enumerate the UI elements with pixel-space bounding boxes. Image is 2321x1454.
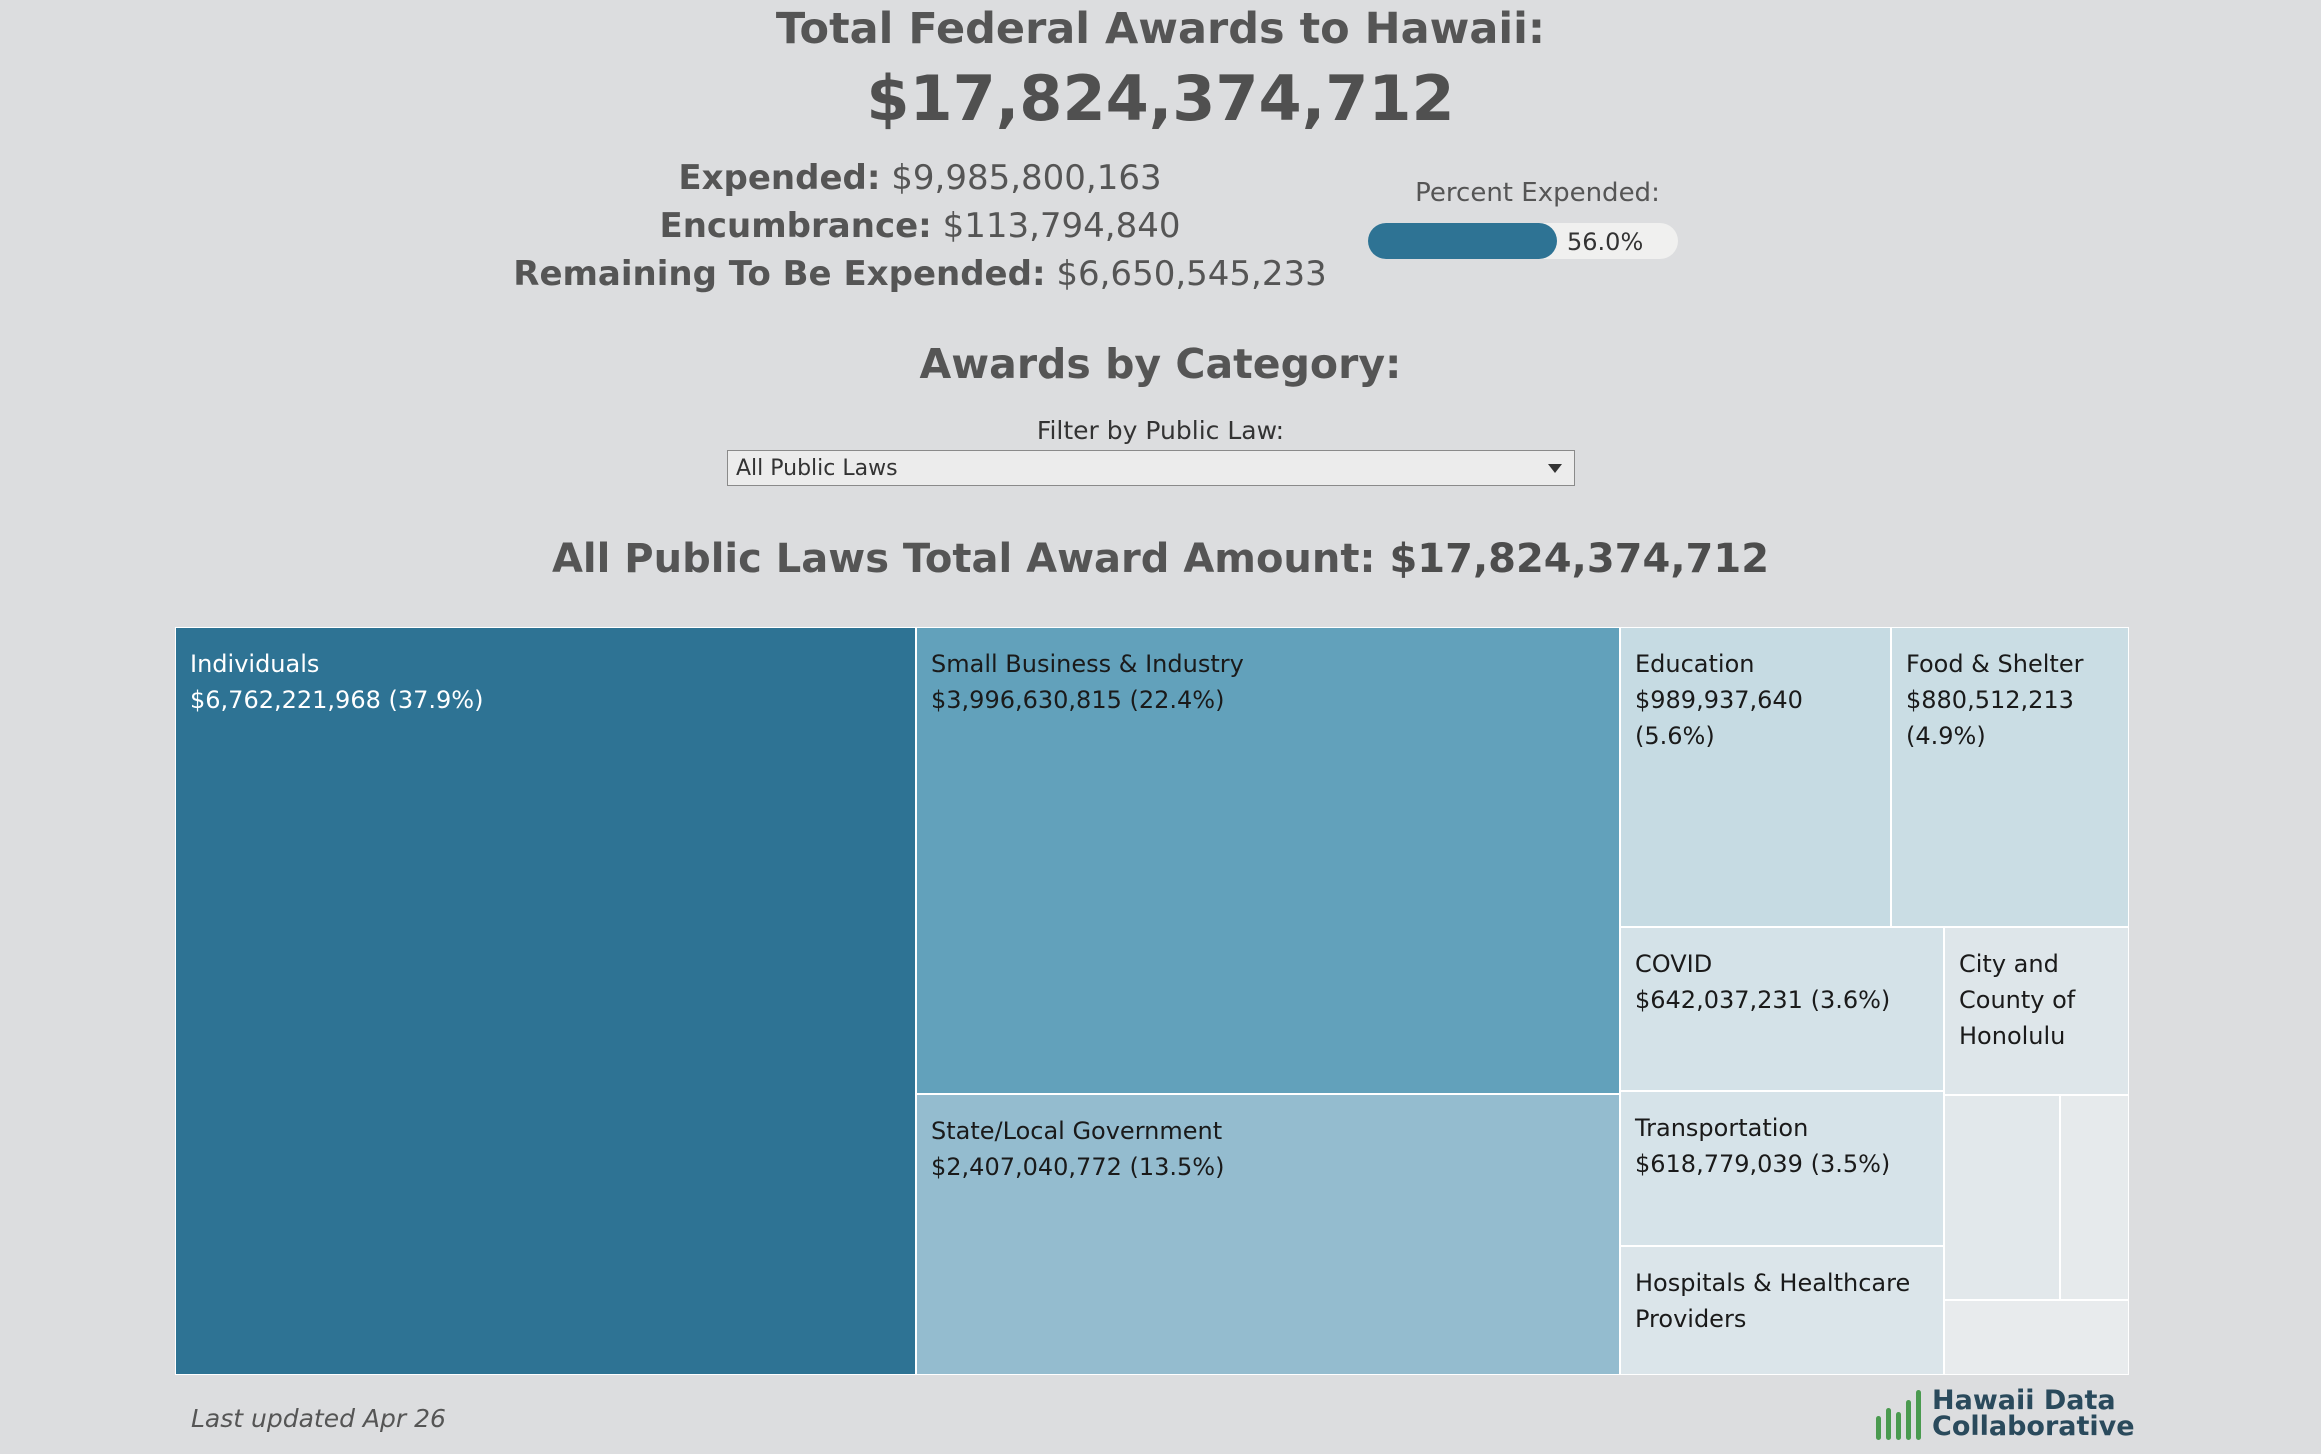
treemap-tile-amount: $3,996,630,815 (22.4%) (931, 686, 1225, 714)
expended-value: $9,985,800,163 (891, 158, 1162, 198)
treemap-tile-name: Education (1635, 650, 1755, 678)
treemap-tile-name: COVID (1635, 950, 1713, 978)
treemap-tile-name: Hospitals & Healthcare Providers (1635, 1269, 1911, 1333)
logo-text: Hawaii Data Collaborative (1932, 1385, 2135, 1442)
treemap-tile-amount: $989,937,640 (5.6%) (1635, 686, 1803, 750)
encumbrance-label: Encumbrance: (659, 206, 932, 246)
filter-selected-value: All Public Laws (736, 456, 898, 481)
treemap-tile[interactable] (1944, 1095, 2060, 1300)
treemap-tile[interactable]: Hospitals & Healthcare Providers (1620, 1246, 1944, 1375)
treemap-tile-amount: $2,407,040,772 (13.5%) (931, 1153, 1225, 1181)
treemap-tile-label: City and County of Honolulu (1959, 946, 2120, 1054)
category-treemap: Individuals $6,762,221,968 (37.9%) Small B… (175, 627, 2129, 1375)
treemap-tile[interactable]: Education $989,937,640 (5.6%) (1620, 627, 1891, 927)
hawaii-data-collaborative-logo: Hawaii Data Collaborative (1874, 1386, 2135, 1446)
treemap-tile[interactable]: COVID $642,037,231 (3.6%) (1620, 927, 1944, 1091)
treemap-tile-label: Small Business & Industry $3,996,630,815 … (931, 646, 1611, 718)
treemap-tile-amount: $618,779,039 (3.5%) (1635, 1150, 1891, 1178)
expended-line: Expended: $9,985,800,163 (420, 158, 1420, 198)
percent-expended-bar (1368, 223, 1678, 259)
law-total-line: All Public Laws Total Award Amount: $17,… (0, 536, 2321, 582)
percent-expended-label: Percent Expended: (1415, 178, 1660, 208)
treemap-tile[interactable]: Food & Shelter $880,512,213 (4.9%) (1891, 627, 2129, 927)
treemap-tile-name: City and County of Honolulu (1959, 950, 2076, 1050)
page-title: Total Federal Awards to Hawaii: (775, 4, 1546, 54)
treemap-tile-label: State/Local Government $2,407,040,772 (13… (931, 1113, 1611, 1185)
filter-label: Filter by Public Law: (1036, 416, 1285, 445)
treemap-tile-label: COVID $642,037,231 (3.6%) (1635, 946, 1935, 1018)
category-heading: Awards by Category: (919, 340, 1402, 388)
logo-bars-icon (1876, 1390, 1921, 1440)
treemap-tile-amount: $6,762,221,968 (37.9%) (190, 686, 484, 714)
remaining-value: $6,650,545,233 (1056, 254, 1327, 294)
last-updated: Last updated Apr 26 (191, 1404, 446, 1433)
treemap-tile-label: Hospitals & Healthcare Providers (1635, 1265, 1935, 1337)
expended-label: Expended: (678, 158, 881, 198)
public-law-filter-select[interactable]: All Public Laws (727, 450, 1575, 486)
treemap-tile[interactable]: Transportation $618,779,039 (3.5%) (1620, 1091, 1944, 1246)
dropdown-arrow-icon[interactable] (1548, 464, 1562, 473)
treemap-tile-name: Individuals (190, 650, 320, 678)
percent-expended-value: 56.0% (1567, 228, 1644, 256)
treemap-tile-label: Transportation $618,779,039 (3.5%) (1635, 1110, 1935, 1182)
treemap-tile-name: Food & Shelter (1906, 650, 2084, 678)
treemap-tile-label: Individuals $6,762,221,968 (37.9%) (190, 646, 907, 718)
remaining-label: Remaining To Be Expended: (513, 254, 1046, 294)
treemap-tile[interactable] (1944, 1300, 2129, 1375)
percent-expended-fill (1368, 223, 1557, 259)
treemap-tile[interactable] (2060, 1095, 2129, 1300)
encumbrance-value: $113,794,840 (942, 206, 1181, 246)
treemap-tile-name: State/Local Government (931, 1117, 1223, 1145)
logo-line-1: Hawaii Data (1932, 1385, 2116, 1416)
encumbrance-line: Encumbrance: $113,794,840 (420, 206, 1420, 246)
treemap-tile[interactable]: Individuals $6,762,221,968 (37.9%) (175, 627, 916, 1375)
treemap-tile[interactable]: City and County of Honolulu (1944, 927, 2129, 1095)
treemap-tile[interactable]: State/Local Government $2,407,040,772 (13… (916, 1094, 1620, 1375)
treemap-tile-amount: $880,512,213 (4.9%) (1906, 686, 2074, 750)
remaining-line: Remaining To Be Expended: $6,650,545,233 (420, 254, 1420, 294)
treemap-tile-name: Transportation (1635, 1114, 1809, 1142)
treemap-tile-label: Education $989,937,640 (5.6%) (1635, 646, 1882, 754)
law-total-value: $17,824,374,712 (1389, 536, 1770, 582)
treemap-tile-name: Small Business & Industry (931, 650, 1244, 678)
logo-line-2: Collaborative (1932, 1411, 2135, 1442)
grand-total-amount: $17,824,374,712 (866, 62, 1455, 135)
treemap-tile[interactable]: Small Business & Industry $3,996,630,815 … (916, 627, 1620, 1094)
treemap-tile-amount: $642,037,231 (3.6%) (1635, 986, 1891, 1014)
treemap-tile-label: Food & Shelter $880,512,213 (4.9%) (1906, 646, 2120, 754)
law-total-label: All Public Laws Total Award Amount: (551, 536, 1376, 582)
